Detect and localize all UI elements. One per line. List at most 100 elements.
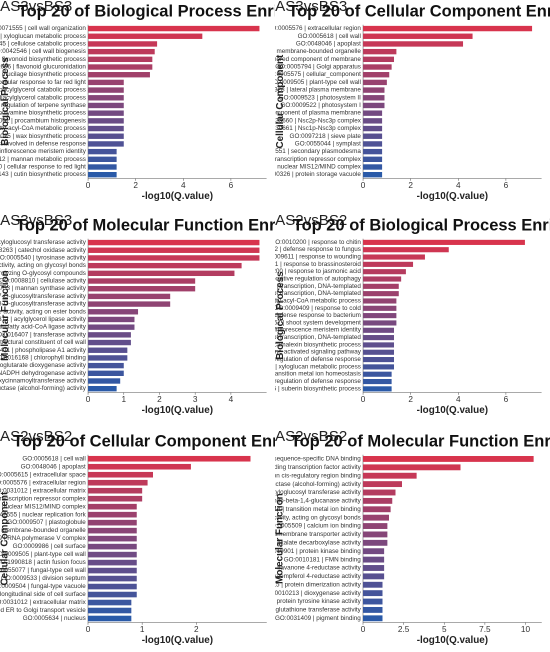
- bar: [88, 56, 153, 63]
- panel-as3-cc: AS3vsBS3 Top 20 of Cellular Component En…: [275, 0, 550, 206]
- category-label: GO:0009815 | protein dimerization activi…: [275, 581, 362, 588]
- bar: [88, 110, 124, 116]
- bar: [363, 320, 397, 326]
- bar: [363, 523, 388, 529]
- category-label: GO:0009873 | ethylene-activated signalin…: [275, 349, 362, 356]
- chart-title: Top 20 of Cellular Component Enrichment: [13, 433, 275, 451]
- category-label: GO:0048367 | shoot system development: [275, 319, 361, 326]
- bar: [363, 164, 383, 170]
- bar: [88, 316, 135, 323]
- category-label: GO:0016798 | hydrolase activity, acting …: [275, 514, 361, 521]
- bar: [363, 598, 383, 605]
- bar: [88, 471, 153, 478]
- category-label: GO:0052696 | flavonoid glucuronidation: [0, 64, 86, 71]
- panel-svg: AS2vsBS2 Top 20 of Cellular Component En…: [0, 430, 275, 646]
- bar: [363, 64, 392, 70]
- category-label: GO:0044212 | transcription cis-regulator…: [275, 472, 361, 479]
- x-tick-label: 4: [181, 181, 186, 190]
- bar: [88, 495, 143, 502]
- category-label: GO:1900409 | positive regulation of defe…: [275, 378, 361, 385]
- bar: [88, 41, 158, 47]
- category-label: GO:0043565 | sequence-specific DNA bindi…: [275, 456, 361, 463]
- category-label: GO:0045892 | negative regulation of tran…: [275, 334, 361, 341]
- bar: [88, 102, 124, 109]
- category-label: GO:0048016 | cellular transition metal i…: [275, 371, 361, 378]
- bar: [88, 487, 143, 494]
- category-label: GO:0051753 | mannan synthase activity: [0, 285, 87, 292]
- bar: [88, 567, 137, 574]
- bar: [88, 455, 251, 462]
- category-label: GO:0030245 | cellulose catabolic process: [0, 40, 86, 47]
- category-label: GO:0030134 | COPII-coated ER to Golgi tr…: [0, 607, 86, 614]
- category-label: GO:0005509 | calcium ion binding: [275, 523, 361, 530]
- category-label: GO:0009506 | longitudinal side of cell s…: [0, 591, 86, 598]
- x-tick-label: 6: [229, 181, 234, 190]
- x-tick-label: 0: [361, 625, 366, 634]
- category-label: GO:0009504 | fungal-type vacuole: [0, 583, 86, 590]
- x-tick-label: 4: [456, 181, 461, 190]
- bar: [88, 527, 137, 534]
- bar: [363, 171, 383, 178]
- category-label: GO:0035336 | long-chain fatty-acyl-CoA m…: [275, 297, 361, 304]
- category-label: GO:0043231 | intracellular membrane-boun…: [0, 527, 86, 534]
- category-label: GO:0031957 | very long-chain fatty acid-…: [0, 324, 87, 331]
- chart-title: Top 20 of Molecular Function Enrichment: [291, 433, 550, 451]
- bar: [363, 506, 391, 513]
- category-label: GO:0009551 | secondary plasmodesma: [275, 148, 361, 155]
- bar: [88, 293, 171, 300]
- bar: [363, 357, 395, 363]
- bar: [88, 64, 153, 70]
- category-label: GO:0005576 | extracellular region: [0, 479, 86, 486]
- bar: [88, 535, 137, 542]
- x-tick-label: 4: [229, 395, 234, 404]
- comparison-label: AS2vsBS2: [0, 430, 72, 445]
- x-tick-label: 4: [456, 395, 461, 404]
- x-tick-label: 2: [408, 395, 413, 404]
- category-label: GO:0055044 | symplast: [295, 140, 361, 147]
- bar: [88, 607, 132, 614]
- bar: [363, 565, 385, 571]
- x-tick-label: 2: [194, 625, 199, 634]
- y-axis-label: Biological Process: [275, 271, 286, 360]
- panel-as2-cc: AS2vsBS2 Top 20 of Cellular Component En…: [0, 430, 275, 650]
- bar: [363, 118, 383, 124]
- category-label: GO:0046340 | diacylglycerol catabolic pr…: [0, 94, 86, 101]
- category-label: GO:0004364 | glutathione transferase act…: [275, 607, 362, 614]
- panel-svg: AS3vsBS3 Top 20 of Biological Process En…: [0, 0, 275, 202]
- panel-as3-bp: AS3vsBS3 Top 20 of Biological Process En…: [0, 0, 275, 206]
- category-label: GO:0005615 | extracellular space: [0, 471, 86, 478]
- category-label: GO:0005794 | Golgi apparatus: [275, 64, 361, 71]
- bar: [363, 141, 383, 147]
- bar: [88, 591, 137, 598]
- category-label: GO:0016798 | hydrolase activity, acting …: [0, 262, 86, 269]
- bar: [363, 110, 383, 116]
- bar: [363, 298, 397, 304]
- bar: [363, 335, 395, 341]
- category-label: GO:0016762 | xyloglucan:xyloglucosyl tra…: [0, 239, 87, 246]
- category-label: GO:0080019 | fatty-acyl-CoA reductase (a…: [0, 385, 87, 392]
- bar: [363, 378, 392, 385]
- category-label: GO:0055077 | fungal-type cell wall: [0, 567, 86, 574]
- comparison-label: AS3vsBS3: [0, 214, 72, 229]
- category-label: GO:0010192 | mucilage biosynthetic proce…: [0, 71, 86, 78]
- category-label: GO:0005618 | cell wall: [298, 33, 361, 40]
- bar: [88, 72, 150, 78]
- bar: [88, 583, 137, 590]
- category-label: GO:0016411 | phospholipase A1 activity: [0, 347, 87, 354]
- bar: [88, 156, 117, 162]
- comparison-label: AS3vsBS3: [275, 0, 347, 15]
- category-label: GO:0008810 | cellulase activity: [0, 278, 87, 285]
- category-label: GO:0019375 | regulation of terpene synth…: [0, 102, 86, 109]
- bar: [363, 261, 414, 267]
- bar: [88, 339, 131, 346]
- x-axis-label: -log10(Q.value): [142, 635, 213, 646]
- y-axis-label: Cellular Component: [0, 491, 11, 586]
- x-tick-label: 3: [193, 395, 198, 404]
- category-label: GO:0010001 | procambium histogenesis: [0, 117, 86, 124]
- category-label: GO:0009523 | photosystem II: [279, 94, 361, 101]
- bar: [363, 41, 464, 47]
- bar: [88, 615, 132, 622]
- category-label: GO:0046914 | transition metal ion bindin…: [275, 506, 361, 513]
- category-label: GO:0005634 | nucleus: [23, 615, 86, 622]
- category-label: GO:0010120 | camalexin biosynthetic proc…: [275, 341, 361, 348]
